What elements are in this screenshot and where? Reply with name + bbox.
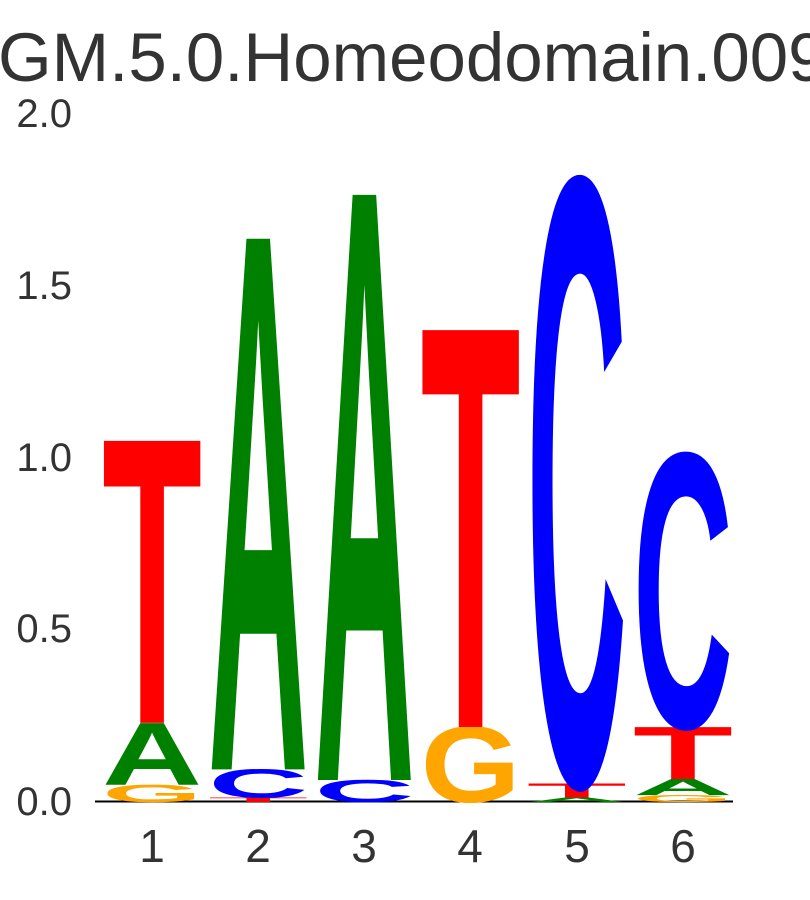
logo-letter-a-pos2: A: [208, 71, 308, 900]
chart-title: GM.5.0.Homeodomain.0095: [0, 19, 810, 96]
logo-letter-g-pos4: G: [421, 704, 521, 826]
logo-letter-a-pos5: A: [527, 796, 627, 803]
y-tick-1-5: 1.5: [16, 264, 72, 308]
x-tick-3: 3: [351, 820, 377, 872]
logo-letter-t-pos2: T: [208, 796, 308, 803]
logo-letter-a-pos6: A: [633, 774, 733, 800]
logo-letter-t-pos5: T: [527, 779, 627, 802]
y-tick-0-5: 0.5: [16, 607, 72, 651]
logo-letter-g-pos1: G: [102, 780, 202, 808]
logo-letter-a-pos1: A: [102, 705, 202, 805]
logo-letter-g-pos6: G: [633, 793, 733, 804]
y-tick-1-0: 1.0: [16, 436, 72, 480]
logo-letter-c-pos6: C: [633, 371, 733, 811]
logo-letter-a-pos3: A: [314, 12, 414, 900]
y-tick-2-0: 2.0: [16, 92, 72, 136]
x-tick-2: 2: [245, 820, 271, 872]
x-tick-1: 1: [139, 820, 165, 872]
logo-letter-t-pos6: T: [633, 711, 733, 795]
logo-letter-t-pos1: T: [102, 353, 202, 811]
logo-letter-t-pos4: T: [421, 204, 521, 849]
logo-letter-c-pos5: C: [527, 0, 627, 900]
y-tick-0-0: 0.0: [16, 780, 72, 824]
logo-letter-c-pos2: C: [208, 761, 308, 806]
logo-letter-c-pos3: C: [314, 773, 414, 809]
x-tick-6: 6: [670, 820, 696, 872]
x-tick-4: 4: [457, 820, 483, 872]
x-tick-5: 5: [564, 820, 590, 872]
